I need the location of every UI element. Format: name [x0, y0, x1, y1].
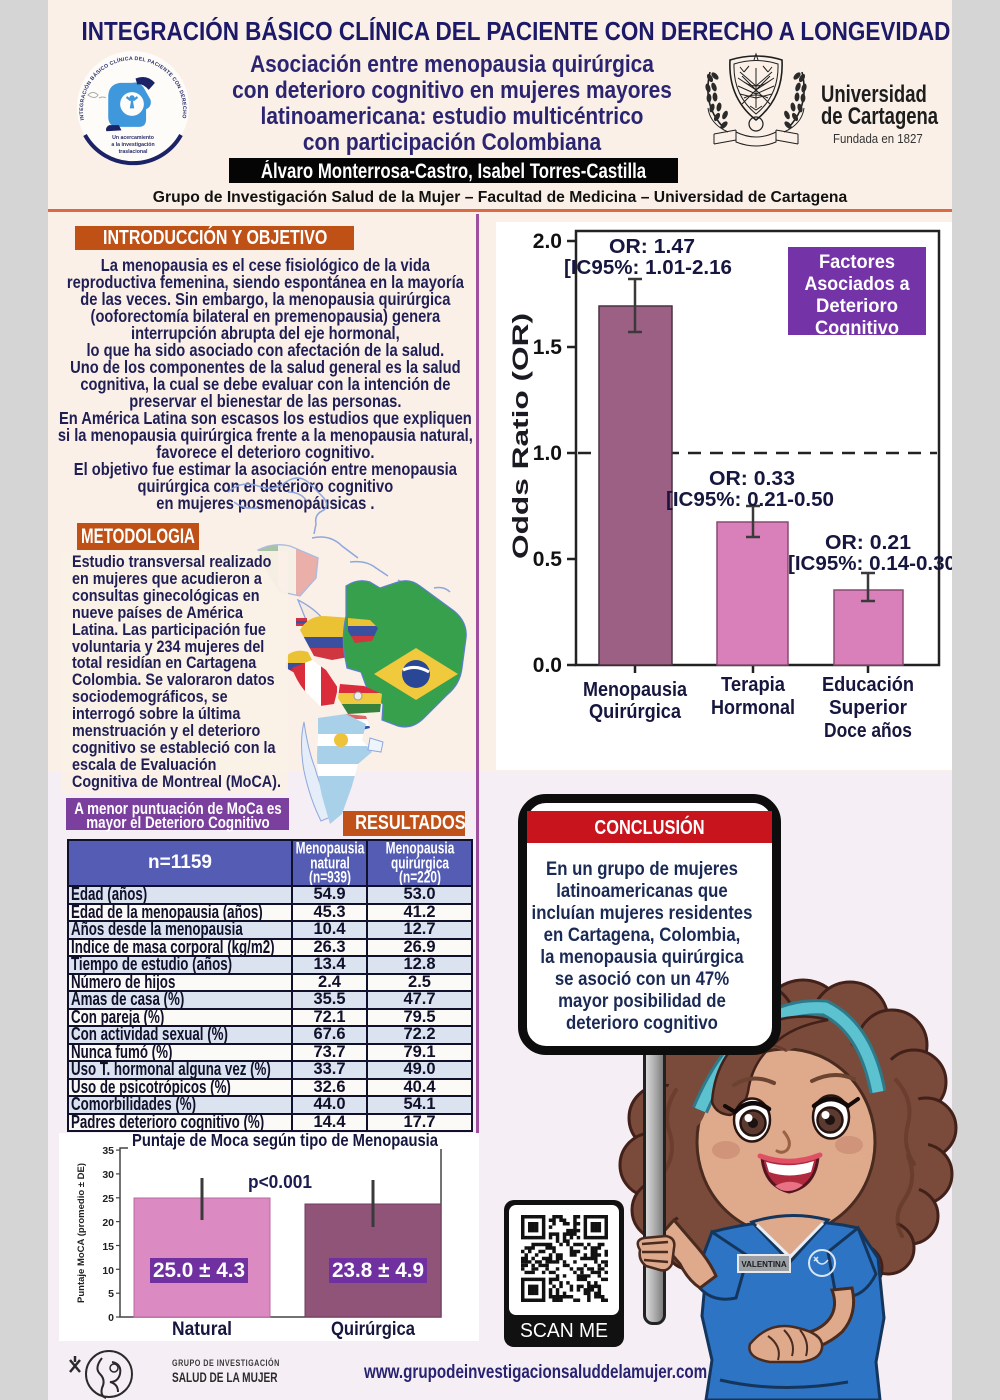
svg-text:Puntaje MoCA (promedio ± DE): Puntaje MoCA (promedio ± DE) — [76, 1163, 87, 1303]
svg-text:SCAN ME: SCAN ME — [520, 1320, 608, 1342]
svg-text:Puntaje de Moca según tipo de: Puntaje de Moca según tipo de Menopausia — [132, 1133, 438, 1150]
svg-text:traslacional: traslacional — [119, 149, 148, 155]
svg-text:20: 20 — [102, 1217, 114, 1229]
svg-text:OR: 1.47: OR: 1.47 — [609, 236, 695, 258]
svg-text:Menopausia: Menopausia — [583, 679, 688, 701]
svg-text:Hormonal: Hormonal — [711, 697, 795, 719]
svg-text:1.0: 1.0 — [533, 442, 562, 465]
svg-text:0.5: 0.5 — [533, 548, 563, 571]
svg-text:0: 0 — [108, 1312, 114, 1324]
svg-text:35: 35 — [102, 1145, 114, 1157]
svg-text:a la investigación: a la investigación — [111, 142, 154, 148]
svg-text:OR: 0.21: OR: 0.21 — [825, 532, 911, 554]
svg-text:30: 30 — [102, 1169, 114, 1181]
svg-text:10: 10 — [102, 1265, 114, 1277]
svg-text:Educación: Educación — [822, 674, 914, 696]
svg-text:Cognitivo: Cognitivo — [815, 318, 899, 339]
svg-text:p<0.001: p<0.001 — [248, 1172, 312, 1192]
svg-text:Doce años: Doce años — [824, 720, 912, 742]
svg-text:0.0: 0.0 — [533, 654, 562, 677]
svg-text:Superior: Superior — [829, 697, 907, 719]
svg-text:OR: 0.33: OR: 0.33 — [709, 468, 795, 490]
svg-text:Terapia: Terapia — [721, 674, 786, 696]
svg-text:23.8 ± 4.9: 23.8 ± 4.9 — [332, 1259, 424, 1282]
svg-text:Odds Ratio (OR): Odds Ratio (OR) — [508, 313, 533, 559]
svg-text:Deterioro: Deterioro — [816, 296, 898, 317]
svg-text:1.5: 1.5 — [533, 336, 563, 359]
svg-text:15: 15 — [102, 1241, 114, 1253]
svg-text:Natural: Natural — [172, 1319, 232, 1340]
svg-text:2.0: 2.0 — [533, 230, 562, 253]
svg-text:25: 25 — [102, 1193, 114, 1205]
svg-text:Quirúrgica: Quirúrgica — [589, 701, 682, 723]
svg-text:[IC95%: 0.21-0.50: [IC95%: 0.21-0.50 — [666, 489, 834, 511]
svg-text:VALENTINA: VALENTINA — [741, 1260, 786, 1269]
svg-text:[IC95%: 1.01-2.16: [IC95%: 1.01-2.16 — [564, 257, 732, 279]
svg-text:Factores: Factores — [819, 252, 895, 273]
svg-text:5: 5 — [108, 1288, 114, 1300]
svg-text:Asociados a: Asociados a — [805, 274, 910, 295]
svg-text:Un acercamiento: Un acercamiento — [112, 135, 154, 141]
svg-text:Quirúrgica: Quirúrgica — [331, 1319, 415, 1340]
svg-text:25.0 ± 4.3: 25.0 ± 4.3 — [153, 1259, 245, 1282]
svg-text:[IC95%: 0.14-0.30: [IC95%: 0.14-0.30 — [788, 553, 952, 575]
